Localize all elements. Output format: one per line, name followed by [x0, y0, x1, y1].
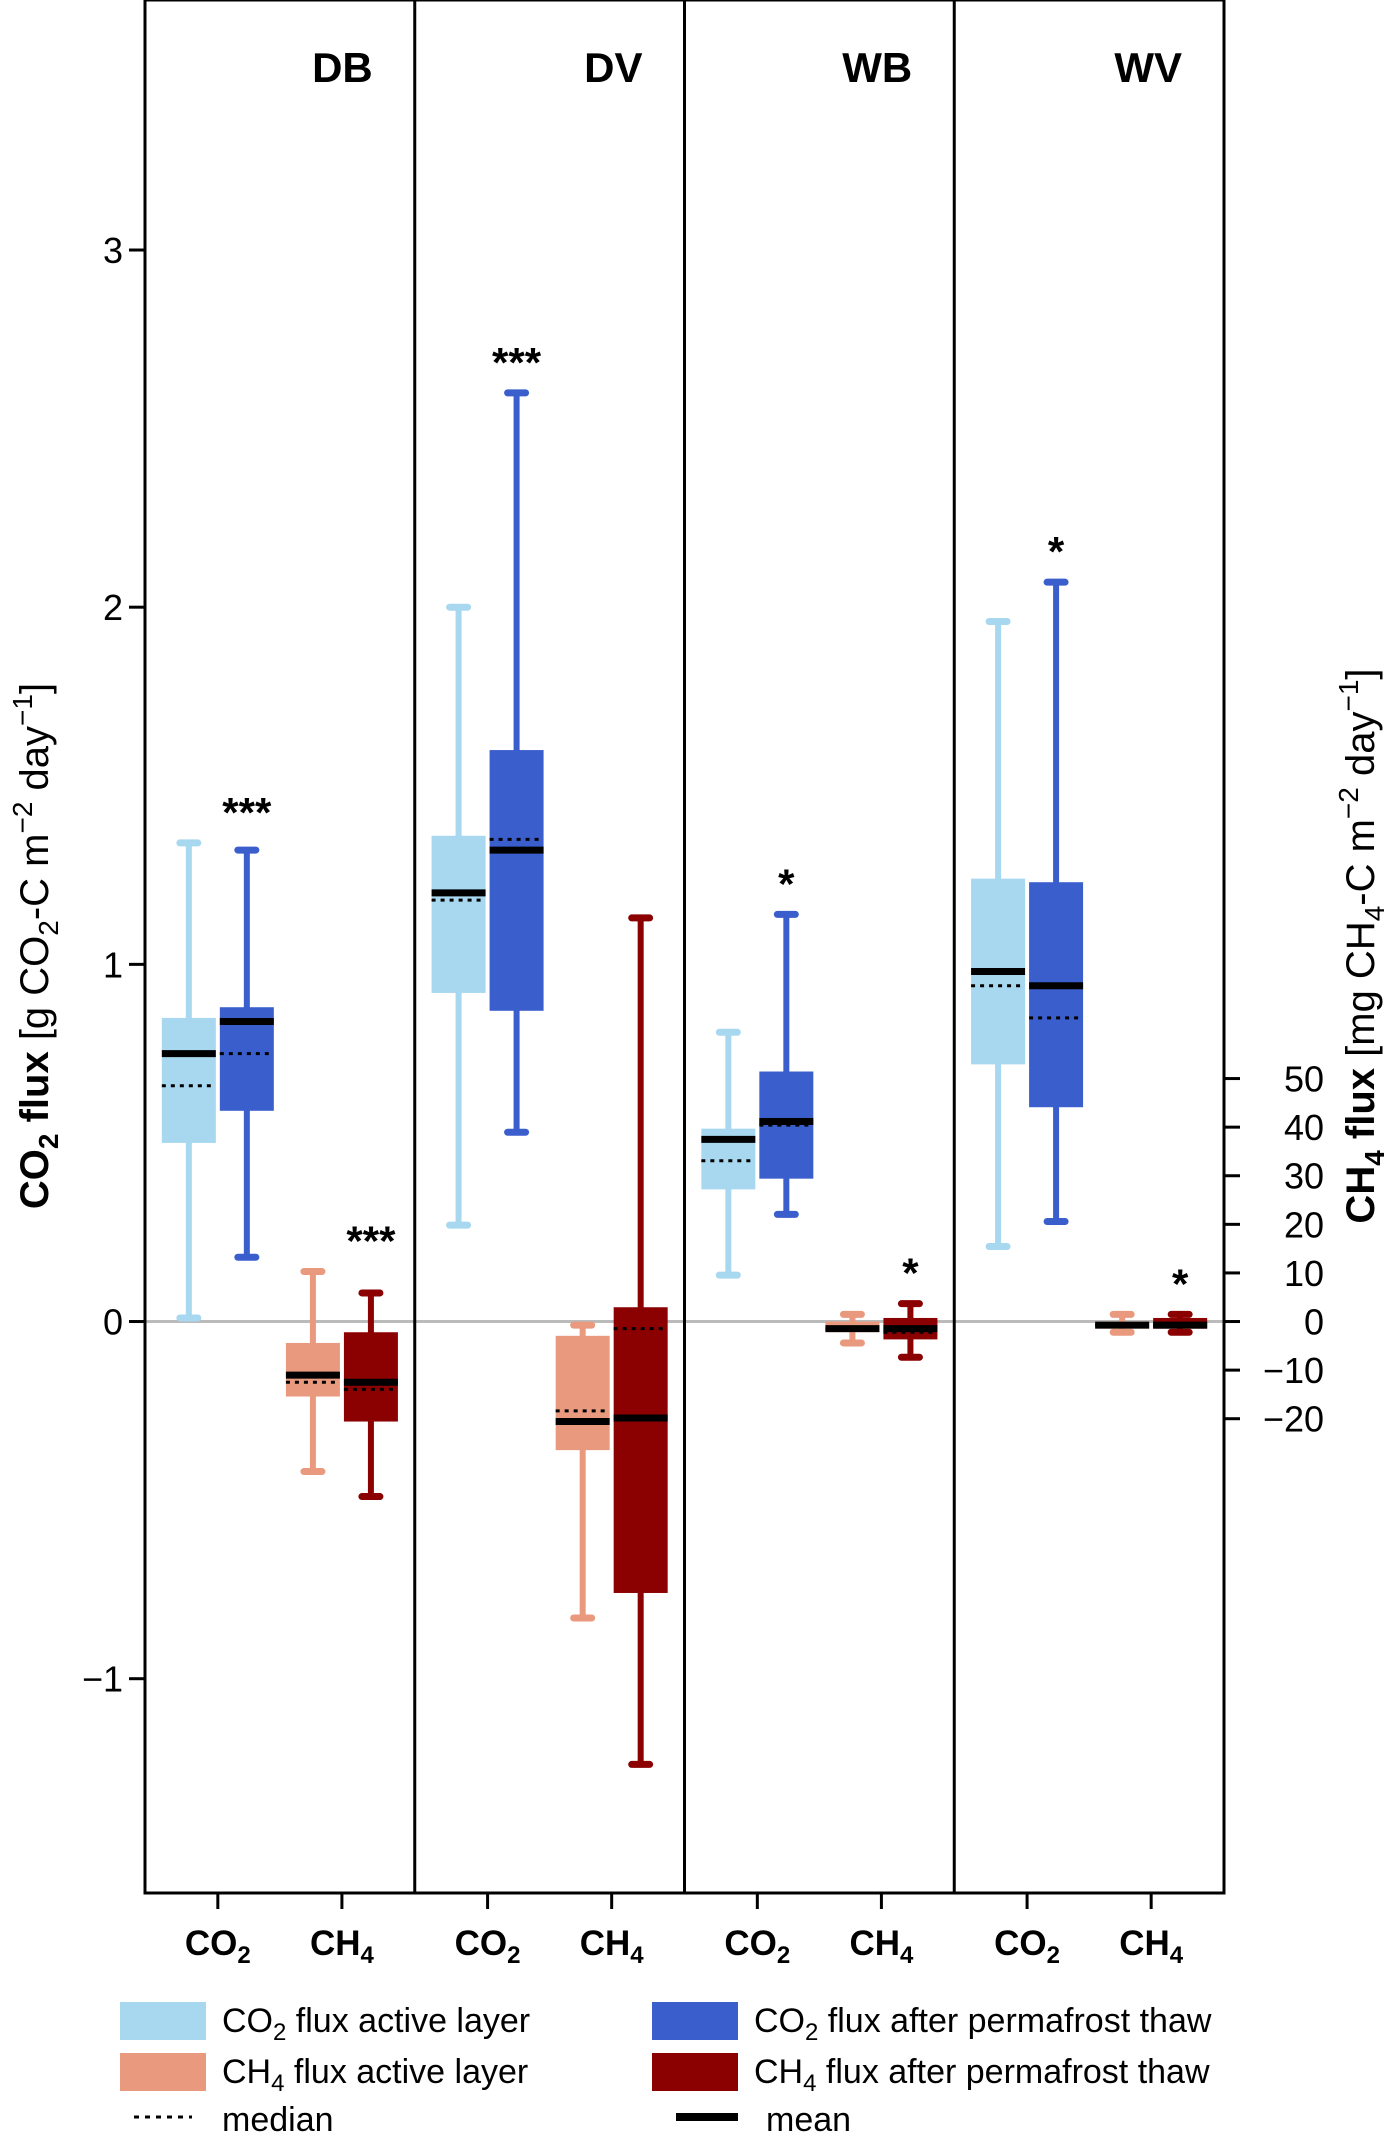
- x-axis-tick-label: CO2: [185, 1924, 251, 1969]
- legend-label: mean: [766, 2101, 851, 2139]
- box-WV-CH4-ch4_active: [1095, 1310, 1150, 1336]
- x-axis-tick-label: CH4: [849, 1924, 914, 1969]
- box-DB-CH4-ch4_thaw: [343, 1289, 398, 1501]
- significance-label: ***: [222, 789, 272, 836]
- significance-label: *: [1048, 528, 1065, 575]
- legend-label: CH4 flux active layer: [222, 2053, 528, 2097]
- box-DB-CO2-co2_active: [161, 839, 216, 1322]
- legend-label: CH4 flux after permafrost thaw: [754, 2053, 1210, 2097]
- box-DV-CH4-ch4_active: [555, 1321, 610, 1622]
- x-axis-tick-label: CO2: [724, 1924, 790, 1969]
- significance-label: ***: [492, 339, 542, 386]
- box-body: [285, 1342, 340, 1397]
- left-axis-tick-label: 1: [103, 944, 123, 985]
- legend-label: median: [222, 2101, 334, 2139]
- significance-label: *: [1172, 1260, 1189, 1307]
- box-WV-CO2-co2_active: [971, 617, 1026, 1251]
- legend-item-median: median: [134, 2101, 334, 2139]
- box-WV-CO2-co2_thaw: [1029, 578, 1084, 1226]
- box-WB-CH4-ch4_active: [825, 1310, 880, 1347]
- box-body: [613, 1307, 668, 1593]
- panel-title-db: DB: [312, 44, 373, 91]
- legend-item-co2_active: CO2 flux active layer: [120, 2002, 530, 2046]
- left-axis-tick-label: 3: [103, 230, 123, 271]
- box-body: [343, 1332, 398, 1422]
- panel-title-wb: WB: [842, 44, 912, 91]
- box-DV-CH4-ch4_thaw: [613, 914, 668, 1768]
- legend-swatch: [120, 2053, 206, 2091]
- right-axis-tick-label: 10: [1284, 1253, 1324, 1294]
- right-axis-tick-label: 0: [1304, 1302, 1324, 1343]
- box-WB-CO2-co2_active: [701, 1028, 756, 1279]
- box-body: [161, 1017, 216, 1143]
- box-DB-CO2-co2_thaw: [219, 846, 274, 1261]
- box-WB-CO2-co2_thaw: [759, 910, 814, 1218]
- legend-item-ch4_active: CH4 flux active layer: [120, 2053, 528, 2097]
- box-WV-CH4-ch4_thaw: [1153, 1310, 1208, 1336]
- box-DV-CO2-co2_active: [431, 603, 486, 1229]
- right-axis-label: CH4 flux [mg CH4-C m−2 day−1]: [1333, 668, 1390, 1223]
- left-axis-label: CO2 flux [g CO2-C m−2 day−1]: [7, 683, 64, 1209]
- x-axis-tick-label: CO2: [455, 1924, 521, 1969]
- significance-label: *: [902, 1250, 919, 1297]
- right-axis-tick-label: −20: [1263, 1399, 1324, 1440]
- box-body: [555, 1335, 610, 1451]
- box-DV-CO2-co2_thaw: [489, 389, 544, 1136]
- x-axis-tick-label: CH4: [580, 1924, 645, 1969]
- x-axis-tick-label: CH4: [310, 1924, 375, 1969]
- left-axis-tick-label: 0: [103, 1302, 123, 1343]
- legend-item-co2_thaw: CO2 flux after permafrost thaw: [652, 2002, 1212, 2046]
- legend-swatch: [120, 2002, 206, 2040]
- x-axis-tick-label: CO2: [994, 1924, 1060, 1969]
- left-axis-tick-label: 2: [103, 587, 123, 628]
- right-axis-tick-label: 30: [1284, 1156, 1324, 1197]
- legend-swatch: [652, 2002, 738, 2040]
- box-DB-CH4-ch4_active: [285, 1268, 340, 1476]
- legend-swatch: [652, 2053, 738, 2091]
- box-body: [431, 835, 486, 993]
- panel-title-wv: WV: [1114, 44, 1182, 91]
- significance-label: *: [778, 860, 795, 907]
- panel-title-dv: DV: [584, 44, 642, 91]
- box-body: [489, 750, 544, 1011]
- significance-label: ***: [346, 1218, 396, 1265]
- box-body: [1029, 882, 1084, 1108]
- legend-item-ch4_thaw: CH4 flux after permafrost thaw: [652, 2053, 1210, 2097]
- right-axis-tick-label: 40: [1284, 1107, 1324, 1148]
- legend: CO2 flux active layer CO2 flux after perm…: [120, 2002, 1212, 2139]
- legend-label: CO2 flux after permafrost thaw: [754, 2002, 1212, 2046]
- x-axis-tick-label: CH4: [1119, 1924, 1184, 1969]
- right-axis-tick-label: 50: [1284, 1059, 1324, 1100]
- legend-item-mean: mean: [676, 2101, 851, 2139]
- left-axis-tick-label: −1: [82, 1659, 123, 1700]
- box-WB-CH4-ch4_thaw: [883, 1300, 938, 1361]
- legend-label: CO2 flux active layer: [222, 2002, 530, 2046]
- right-axis-tick-label: 20: [1284, 1204, 1324, 1245]
- right-axis-tick-label: −10: [1263, 1350, 1324, 1391]
